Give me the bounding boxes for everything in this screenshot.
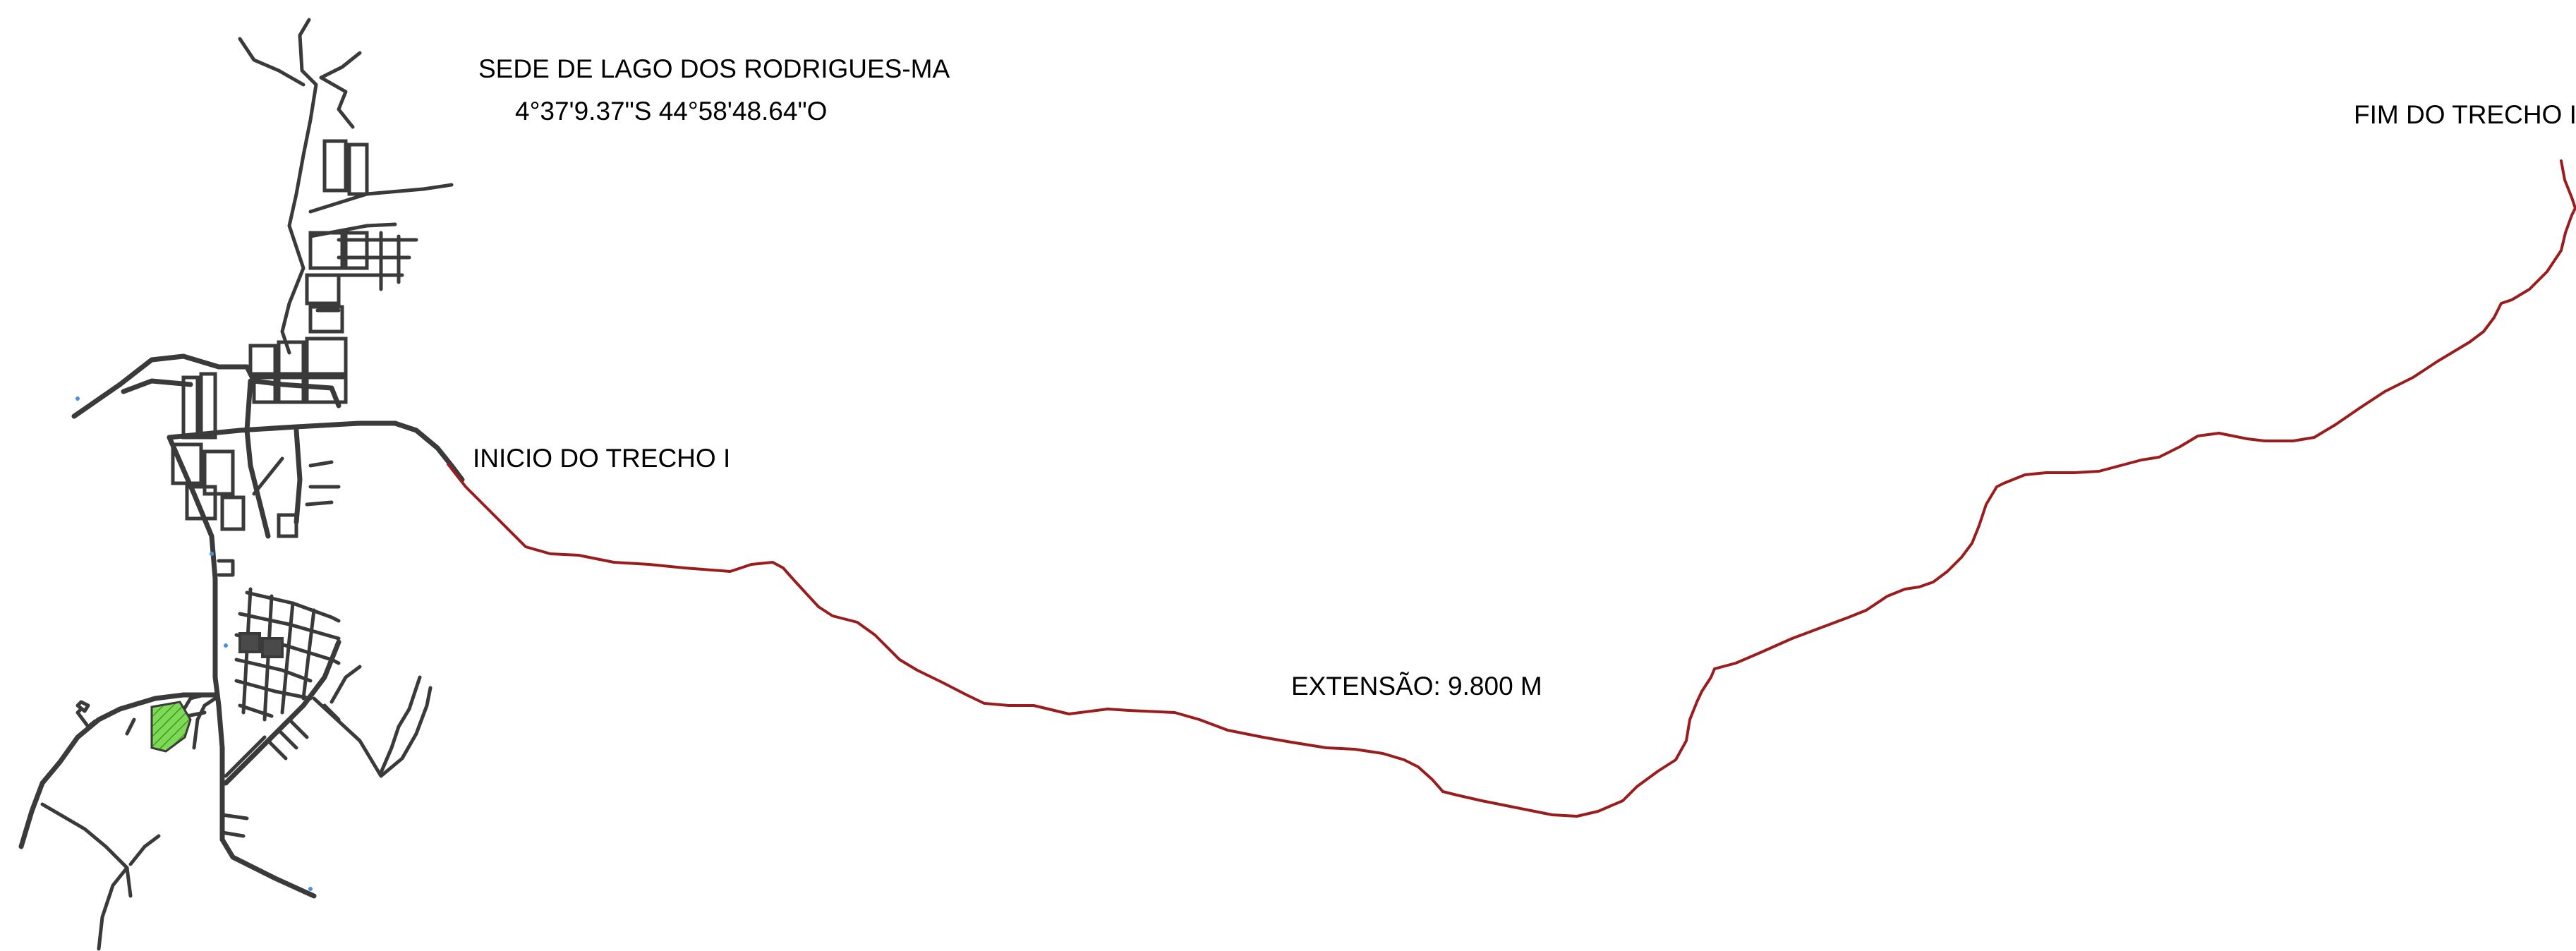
street bbox=[125, 717, 136, 736]
street bbox=[75, 707, 97, 729]
street-grid-north bbox=[248, 139, 418, 404]
main-road bbox=[294, 428, 303, 525]
extent-label: EXTENSÃO: 9.800 M bbox=[1291, 672, 1542, 701]
main-road bbox=[167, 435, 317, 899]
street bbox=[40, 802, 133, 898]
street bbox=[280, 18, 318, 355]
route-trecho-i bbox=[447, 159, 2576, 818]
street bbox=[97, 866, 129, 951]
main-road bbox=[71, 353, 341, 419]
map-title: SEDE DE LAGO DOS RODRIGUES-MA bbox=[478, 54, 950, 83]
street-grid-west bbox=[171, 372, 341, 538]
street bbox=[192, 696, 217, 750]
street bbox=[238, 37, 306, 87]
street bbox=[308, 183, 454, 214]
street-grid-south bbox=[220, 587, 433, 838]
coordinates-label: 4°37'9.37"S 44°58'48.64"O bbox=[515, 97, 827, 126]
end-label: FIM DO TRECHO I bbox=[2354, 100, 2576, 129]
start-label: INICIO DO TRECHO I bbox=[473, 444, 730, 473]
main-road bbox=[121, 378, 193, 394]
street bbox=[217, 559, 235, 577]
street bbox=[75, 700, 90, 713]
street bbox=[319, 51, 362, 129]
town-street-network bbox=[18, 18, 465, 951]
street bbox=[128, 834, 161, 866]
main-road bbox=[244, 378, 271, 539]
main-road bbox=[167, 420, 465, 483]
park-area bbox=[150, 701, 192, 753]
